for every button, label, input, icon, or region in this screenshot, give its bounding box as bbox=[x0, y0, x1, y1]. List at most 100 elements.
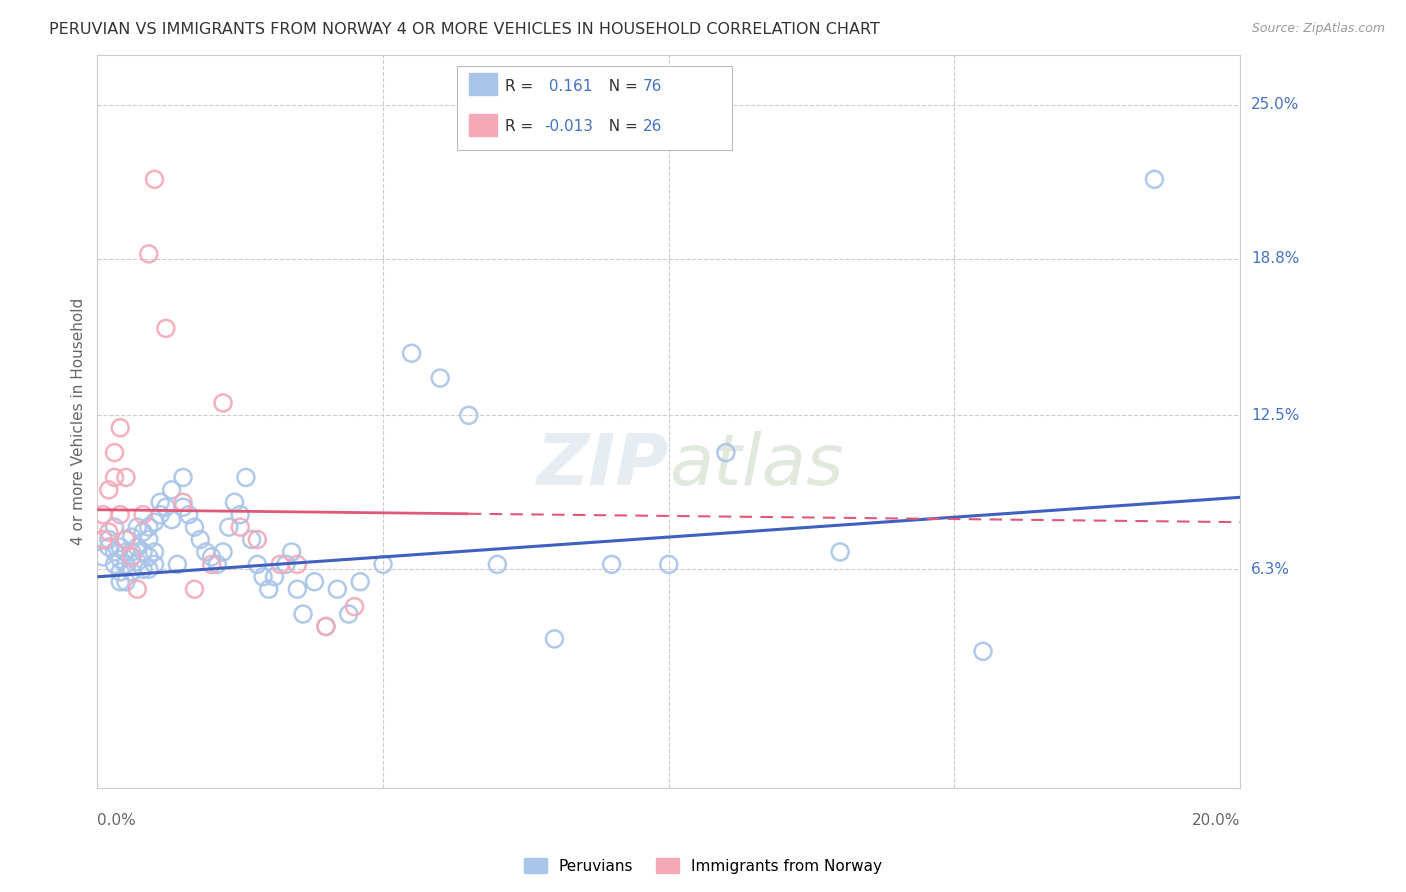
Text: ZIP: ZIP bbox=[537, 431, 669, 500]
Point bbox=[326, 582, 349, 597]
Point bbox=[103, 470, 125, 484]
Point bbox=[172, 495, 194, 509]
Point bbox=[121, 530, 143, 544]
Point bbox=[115, 533, 138, 547]
Point bbox=[343, 599, 366, 614]
Point bbox=[149, 495, 172, 509]
Point bbox=[315, 619, 337, 633]
Text: 25.0%: 25.0% bbox=[1251, 97, 1299, 112]
Point bbox=[201, 549, 224, 564]
Point bbox=[257, 582, 280, 597]
Point bbox=[97, 525, 120, 540]
Point bbox=[172, 500, 194, 515]
Point bbox=[337, 607, 360, 621]
Point bbox=[115, 533, 138, 547]
Point bbox=[91, 533, 114, 547]
Point bbox=[349, 574, 371, 589]
Point bbox=[315, 619, 337, 633]
Point bbox=[292, 607, 315, 621]
FancyBboxPatch shape bbox=[468, 73, 498, 95]
Point bbox=[177, 508, 200, 522]
Point bbox=[183, 520, 205, 534]
Point bbox=[172, 470, 194, 484]
Point bbox=[285, 582, 308, 597]
Point bbox=[207, 558, 229, 572]
Point bbox=[252, 570, 274, 584]
Point bbox=[155, 500, 177, 515]
Point bbox=[229, 520, 252, 534]
Text: 12.5%: 12.5% bbox=[1251, 408, 1299, 423]
Point bbox=[108, 540, 131, 554]
Point bbox=[108, 421, 131, 435]
Point bbox=[121, 549, 143, 564]
Point bbox=[401, 346, 423, 360]
Text: 18.8%: 18.8% bbox=[1251, 252, 1299, 267]
Text: 76: 76 bbox=[643, 79, 662, 95]
Point bbox=[274, 558, 297, 572]
Point bbox=[127, 582, 149, 597]
Point bbox=[121, 565, 143, 579]
Text: R =: R = bbox=[505, 79, 538, 95]
Point bbox=[304, 574, 326, 589]
Point bbox=[115, 558, 138, 572]
Point bbox=[121, 545, 143, 559]
Point bbox=[143, 558, 166, 572]
Point bbox=[235, 470, 257, 484]
Point bbox=[115, 545, 138, 559]
Point bbox=[132, 508, 155, 522]
Point bbox=[285, 558, 308, 572]
Point bbox=[108, 552, 131, 566]
FancyBboxPatch shape bbox=[457, 66, 731, 151]
Point bbox=[143, 545, 166, 559]
Point bbox=[972, 644, 994, 658]
Text: -0.013: -0.013 bbox=[544, 119, 593, 134]
Point bbox=[201, 558, 224, 572]
Point bbox=[108, 565, 131, 579]
Point bbox=[103, 445, 125, 459]
Point bbox=[91, 508, 114, 522]
Point bbox=[183, 582, 205, 597]
Point bbox=[263, 570, 285, 584]
Point bbox=[212, 545, 235, 559]
Point bbox=[138, 562, 160, 576]
Text: N =: N = bbox=[599, 79, 643, 95]
Point bbox=[429, 371, 451, 385]
Text: 0.161: 0.161 bbox=[544, 79, 592, 95]
Point bbox=[143, 172, 166, 186]
Text: 0.0%: 0.0% bbox=[97, 813, 136, 828]
Text: 6.3%: 6.3% bbox=[1251, 562, 1291, 577]
Point bbox=[486, 558, 509, 572]
Point bbox=[91, 549, 114, 564]
Y-axis label: 4 or more Vehicles in Household: 4 or more Vehicles in Household bbox=[72, 298, 86, 545]
Point bbox=[1143, 172, 1166, 186]
Point bbox=[155, 321, 177, 335]
Legend: Peruvians, Immigrants from Norway: Peruvians, Immigrants from Norway bbox=[517, 852, 889, 880]
Point bbox=[218, 520, 240, 534]
Text: R =: R = bbox=[505, 119, 538, 134]
Point bbox=[132, 525, 155, 540]
Point bbox=[132, 562, 155, 576]
Point bbox=[138, 520, 160, 534]
Text: N =: N = bbox=[599, 119, 643, 134]
Point bbox=[97, 483, 120, 497]
Point bbox=[138, 247, 160, 261]
Point bbox=[132, 545, 155, 559]
Point bbox=[830, 545, 852, 559]
Point bbox=[103, 520, 125, 534]
Text: atlas: atlas bbox=[669, 431, 844, 500]
Point bbox=[127, 555, 149, 569]
Point bbox=[97, 533, 120, 547]
Point bbox=[543, 632, 565, 646]
Point bbox=[457, 409, 479, 423]
Point bbox=[103, 558, 125, 572]
Point bbox=[115, 574, 138, 589]
Point bbox=[160, 513, 183, 527]
Point bbox=[121, 549, 143, 564]
Point bbox=[166, 558, 188, 572]
Point bbox=[103, 545, 125, 559]
Point bbox=[246, 558, 269, 572]
Point bbox=[97, 540, 120, 554]
Point bbox=[188, 533, 211, 547]
Point bbox=[127, 540, 149, 554]
Point bbox=[658, 558, 681, 572]
